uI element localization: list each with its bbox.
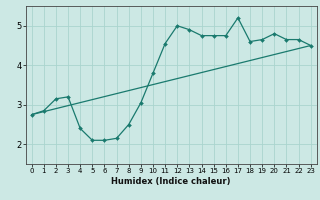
X-axis label: Humidex (Indice chaleur): Humidex (Indice chaleur) [111, 177, 231, 186]
